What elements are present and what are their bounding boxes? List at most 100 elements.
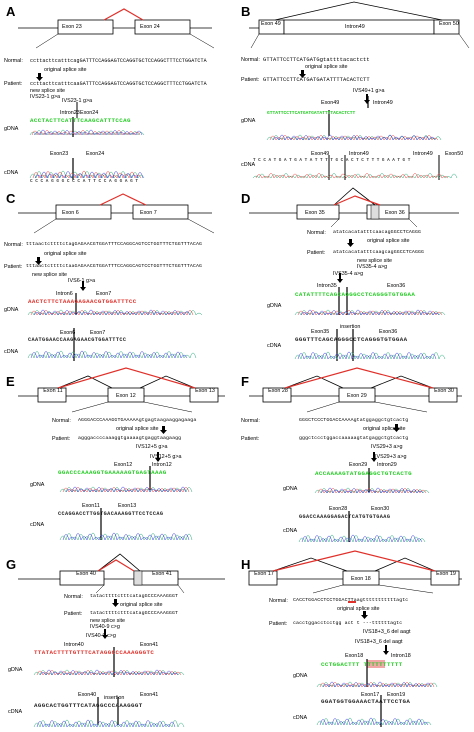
normal-label: Normal: (4, 58, 23, 64)
patient-sequence: gggctccctggaccaaaaagtatgaggctgtcactg (299, 436, 409, 441)
cdna-label: cDNA (283, 528, 298, 534)
exon-left-label: Exon 28 (268, 388, 288, 394)
panel-a: A Exon 23 Exon 24 Normal: ccttacttcatttc… (0, 0, 237, 184)
gene-diagram (249, 367, 462, 543)
gdna-label: gDNA (4, 307, 19, 313)
intron-label: Intron18 (391, 653, 411, 659)
panel-label: E (6, 374, 15, 389)
panel-label: H (241, 557, 251, 572)
exon-label: Exon12 (114, 462, 133, 468)
panel-g: G Exon 40 Exon 41 Normal: tatacttttctttc… (0, 549, 237, 732)
intron-label: Intron6 (56, 291, 73, 297)
panel-label: F (241, 374, 249, 389)
normal-label: Normal: (52, 418, 71, 424)
exon-label: Exon36 (387, 283, 406, 289)
cdna-sequence: T C C A T G A T G A T A T T T T G C A C … (253, 158, 411, 163)
exon-label: Exon7 (96, 291, 112, 297)
exon-label: Exon18 (345, 653, 364, 659)
new-splice-site: new splice site (30, 88, 66, 94)
patient-sequence: tttaactcttttctaaGAGAACGTGGATTTCCAGGCAGTC… (26, 264, 203, 269)
cdna-sequence: GGGTTTCAGCAGGGCCTCAGGGTGTGGAA (295, 336, 408, 343)
normal-sequence: ccttacttcatttcagGATTTCCAGGAGTCCAGGTGCTCC… (30, 58, 207, 64)
gene-diagram (18, 8, 215, 180)
cdna-sequence: GGACCAAAGGAGACTCATGTGTGAAG (299, 514, 391, 520)
mutation-label-2: IVS23-1 g>a (62, 98, 93, 104)
panel-b: B Exon 49 Intron49 Exon 50 Normal: GTTAT… (237, 0, 474, 183)
original-splice-site: original splice site (367, 238, 410, 244)
new-splice-site: new splice site (90, 618, 126, 624)
mutation-label: IVS12+5 g>a (136, 444, 168, 450)
panel-label: C (6, 191, 16, 206)
mutation-label-2: IVS18+3_6 del aagt (355, 639, 403, 645)
cdna-label: cDNA (4, 170, 19, 176)
cdna-exon36: Exon36 (379, 329, 398, 335)
cdna-exon-right: Exon30 (371, 506, 390, 512)
intron-label: Intron23 (60, 110, 80, 116)
mutation-label-2: IVS35-4 a>g (333, 271, 364, 277)
exon-right-label: Exon 19 (436, 571, 456, 577)
original-splice-site: original splice site (116, 426, 159, 432)
exon-left-label: Exon 49 (261, 21, 281, 27)
mutation-label: IVS6-1 g>a (68, 278, 96, 284)
patient-sequence: GTTATTCCTTCATGATGATATTTTACACTCTT (263, 77, 370, 83)
cdna-exon40: Exon40 (78, 692, 97, 698)
panel-label: A (6, 4, 16, 19)
normal-sequence: GTTATTCCTTCATGATGgtattttacactctt (263, 57, 370, 63)
patient-label: Patient: (269, 621, 288, 627)
original-splice-site: original splice site (305, 64, 348, 70)
gdna-sequence: AACTCTTCTAAAGAGAACGTGGATTTCC (28, 298, 137, 305)
normal-sequence: atatcacatatttcaacagGGCCTCAGGG (333, 230, 422, 235)
gdna-label: gDNA (30, 482, 45, 488)
patient-sequence: agggaccccaaaggtgaaaagtgaggtaagaagg (78, 436, 182, 441)
intron-label: Intron12 (152, 462, 172, 468)
exon-left-label: Exon 23 (62, 24, 82, 30)
gdna-sequence: ACCTACTTCATTTCAAGCATTTCCAG (30, 117, 131, 124)
cdna-exon35: Exon35 (311, 329, 330, 335)
normal-label: Normal: (241, 418, 260, 424)
cdna-intron49-b: Intron49 (413, 151, 433, 157)
normal-sequence: tttaactcttttctagGAGAACGTGGATTTCCAGGCAGTC… (26, 242, 203, 247)
normal-label: Normal: (269, 598, 288, 604)
exon-mid-label: Exon 18 (351, 576, 371, 582)
mutation-label-2: IVS29+3 a>g (375, 454, 407, 460)
panel-d: D Exon 35 Exon 36 Normal: atatcacatatttc… (237, 183, 474, 366)
exon-left-label: Exon 17 (254, 571, 274, 577)
exon-right-label: Exon 30 (434, 388, 454, 394)
intron-label: Intron40 (64, 642, 84, 648)
patient-label: Patient: (64, 611, 83, 617)
patient-label: Patient: (241, 436, 260, 442)
gene-diagram (18, 553, 225, 728)
gdna-sequence: CATATTTTCAGCAGGGCCTCAGGGTGTGGAA (295, 291, 416, 298)
original-splice-site: original splice site (120, 602, 163, 608)
original-splice-site: original splice site (44, 67, 87, 73)
normal-sequence: AGGGACCCAAAGGTGAAAAAgtgagtaagaaggagaaga (78, 418, 197, 423)
exon-right-label: Exon 24 (140, 24, 160, 30)
cdna-exon-left: Exon17 (361, 692, 380, 698)
cdna-exon-left: Exon6 (60, 330, 76, 336)
cdna-label: cDNA (8, 709, 23, 715)
cdna-exon50: Exon50 (445, 151, 464, 157)
normal-sequence: tatacttttctttcatagGCCCAAAGGGT (90, 594, 179, 599)
gene-diagram (248, 550, 462, 727)
cdna-sequence: CAATGGAACCAAGAGAACGTGGATTTCC (28, 337, 127, 343)
gene-diagram (18, 193, 215, 361)
panel-label: D (241, 191, 251, 206)
new-splice-site: new splice site (32, 272, 68, 278)
panel-f: F Exon 28 Exon 29 Exon 30 Normal: GGGCTC… (237, 366, 474, 549)
cdna-label: cDNA (4, 349, 19, 355)
normal-label: Normal: (241, 57, 260, 63)
cdna-sequence: CCAGGACCTTGGTGACAAAGGTTCCTCCAG (58, 511, 164, 517)
mutation-label-2: IVS12+5 g>a (150, 454, 182, 460)
cdna-exon41: Exon41 (140, 692, 159, 698)
patient-sequence: cacctggacctcctgg act t ---ttttttagtc (293, 621, 403, 626)
patient-sequence: tatacttttctttcatagGCCCAAAGGGT (90, 611, 179, 616)
cdna-exon49: Exon49 (311, 151, 330, 157)
original-splice-site: original splice site (363, 426, 406, 432)
cdna-intron49-a: Intron49 (349, 151, 369, 157)
exon-right-label: Exon 36 (385, 210, 405, 216)
new-splice-site: new splice site (357, 258, 393, 264)
cdna-exon-left: Exon11 (82, 503, 100, 509)
exon-left-label: Exon 6 (62, 210, 79, 216)
cdna-label: cDNA (267, 343, 282, 349)
gdna-sequence: TTATACTTTTGTTTCATAGGCCCAAAGGGTC (34, 649, 155, 656)
